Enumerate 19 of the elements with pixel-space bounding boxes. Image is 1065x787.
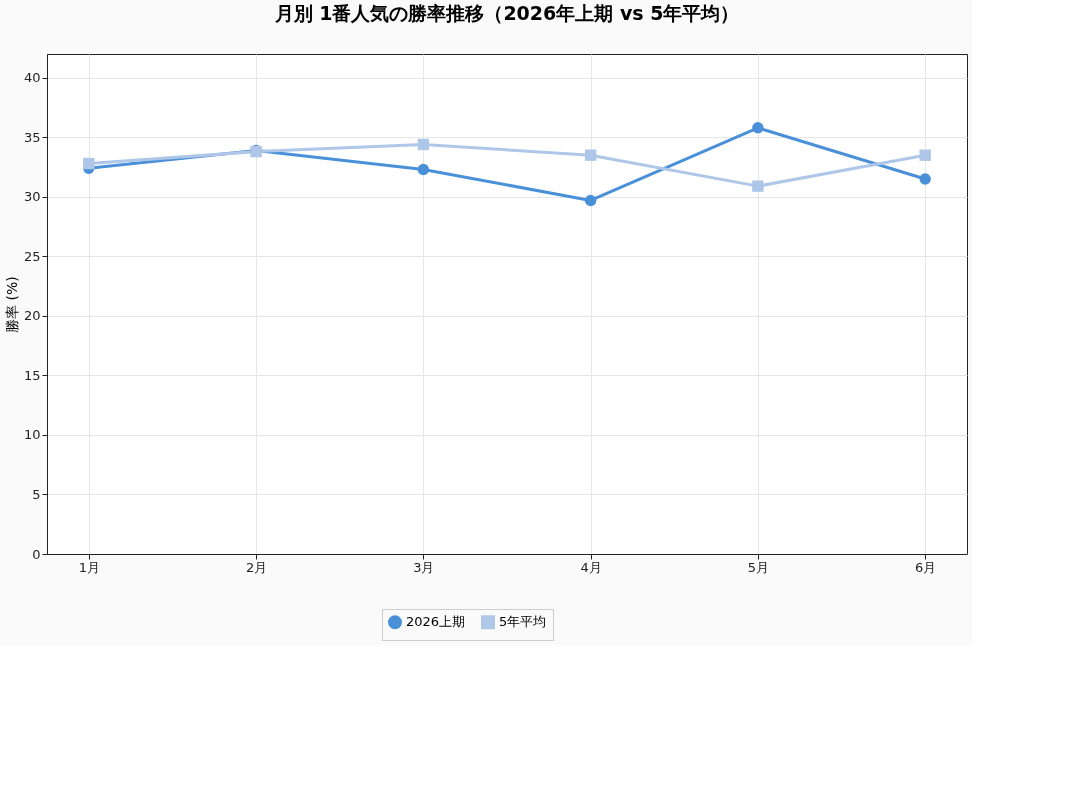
x-tick-label: 5月 (747, 559, 770, 575)
y-tick-label: 25 (23, 248, 41, 264)
x-tick-label: 4月 (580, 559, 602, 575)
y-tick-label: 30 (23, 189, 41, 205)
legend-label: 2026上期 (406, 614, 466, 630)
y-tick-label: 10 (23, 427, 41, 443)
y-tick-label: 40 (23, 70, 41, 86)
y-tick-label: 0 (32, 546, 41, 562)
y-axis-title: 勝率 (%) (3, 276, 20, 333)
x-tick-label: 2月 (245, 559, 268, 575)
chart-title: 月別 1番人気の勝率推移（2026年上期 vs 5年平均） (273, 2, 740, 24)
y-tick-label: 35 (23, 129, 41, 145)
x-tick-label: 6月 (915, 559, 937, 575)
legend-label: 5年平均 (499, 614, 547, 630)
y-tick-label: 5 (32, 486, 41, 502)
y-tick-label: 20 (23, 308, 41, 324)
y-tick-label: 15 (23, 367, 41, 383)
x-tick-label: 1月 (78, 559, 100, 575)
x-tick-label: 3月 (413, 559, 435, 575)
